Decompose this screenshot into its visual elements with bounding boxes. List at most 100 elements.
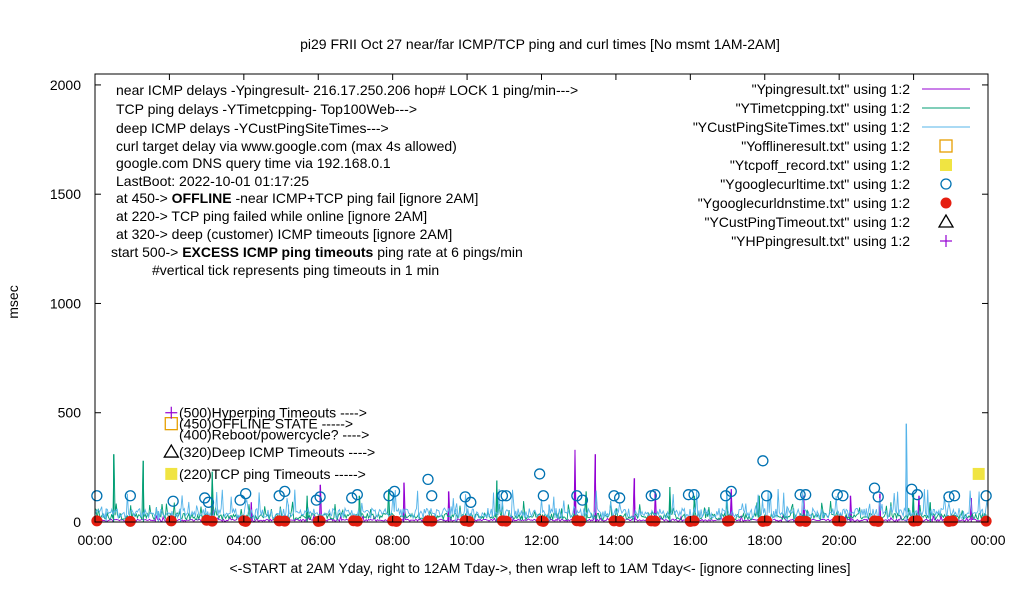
- offline-note: at 450-> OFFLINE -near ICMP+TCP ping fai…: [116, 190, 478, 206]
- legend-entry: "Ypingresult.txt" using 1:2: [752, 81, 970, 97]
- series-2: [94, 454, 989, 522]
- series-point: [163, 443, 180, 458]
- excess-note-emphasis: EXCESS ICMP ping timeouts: [182, 244, 373, 260]
- series-point: [463, 515, 475, 527]
- series-point: [496, 490, 509, 502]
- series-point: [947, 515, 959, 527]
- series-point-shape: [761, 515, 773, 527]
- series-point: [682, 489, 695, 501]
- series-point: [835, 515, 847, 527]
- series-point: [422, 473, 434, 486]
- legend-swatch-shape: [940, 197, 952, 209]
- series-point: [757, 455, 769, 467]
- series-point-shape: [351, 489, 363, 501]
- series-point: [390, 515, 402, 527]
- series-point-shape: [463, 515, 475, 527]
- legend-label: "YTimetcpping.txt" using 1:2: [736, 100, 911, 116]
- series-point-shape: [314, 491, 326, 503]
- offline-note-emphasis: OFFLINE: [172, 190, 232, 206]
- excess-note-suffix: ping rate at 6 pings/min: [377, 244, 523, 260]
- series-point-shape: [649, 515, 661, 527]
- legend-label: "Ypingresult.txt" using 1:2: [752, 81, 911, 97]
- series-point-shape: [124, 515, 136, 527]
- series-point-shape: [310, 494, 323, 506]
- series-point: [91, 490, 103, 502]
- series-point-shape: [723, 515, 735, 527]
- series-point: [761, 515, 773, 527]
- legend-label: "YCustPingSiteTimes.txt" using 1:2: [693, 119, 910, 135]
- legend-label: "Ygooglecurltime.txt" using 1:2: [720, 176, 910, 192]
- series-point: [240, 487, 252, 500]
- series-point-shape: [872, 515, 884, 527]
- series-point-shape: [837, 490, 849, 502]
- x-tick-label: 04:00: [226, 532, 261, 548]
- series-point-shape: [165, 515, 177, 527]
- series-point-shape: [911, 515, 923, 527]
- series-point: [314, 515, 326, 527]
- series-point-shape: [533, 468, 546, 480]
- series-point-shape: [800, 515, 812, 527]
- vertical-tick-note: #vertical tick represents ping timeouts …: [152, 262, 439, 278]
- series-7: [91, 514, 992, 527]
- legend-label: "YCustPingTimeout.txt" using 1:2: [704, 214, 910, 230]
- series-point: [906, 483, 918, 495]
- series-point: [500, 490, 512, 502]
- series-point: [972, 467, 985, 480]
- series-point: [426, 490, 438, 502]
- x-tick-label: 18:00: [747, 532, 782, 548]
- series-8: [163, 443, 180, 458]
- series-point-shape: [613, 492, 626, 504]
- series-point: [164, 417, 178, 431]
- series-point: [388, 485, 401, 498]
- info-annotations: near ICMP delays -Ypingresult- 216.17.25…: [111, 82, 578, 278]
- legend-swatch-shape: [937, 213, 955, 228]
- series-point: [167, 495, 179, 507]
- series-point-shape: [614, 515, 626, 527]
- series-point-shape: [164, 417, 178, 431]
- series-point: [794, 489, 806, 501]
- series-point-shape: [906, 483, 918, 495]
- series-point-shape: [346, 492, 358, 504]
- excess-note-prefix: start 500->: [111, 244, 178, 260]
- series-point: [831, 489, 843, 501]
- series-point: [351, 489, 363, 501]
- marker-label: (500)Hyperping Timeouts ---->: [179, 405, 367, 421]
- series-point: [725, 485, 737, 498]
- legend-entry: "YCustPingSiteTimes.txt" using 1:2: [693, 119, 970, 135]
- offline-note-prefix: at 450->: [116, 190, 168, 206]
- x-tick-label: 00:00: [77, 532, 112, 548]
- series-point-shape: [760, 490, 773, 502]
- series-point: [649, 515, 661, 527]
- marker-label: (320)Deep ICMP Timeouts ---->: [179, 444, 375, 460]
- series-point: [613, 492, 626, 504]
- data-layer: [91, 406, 992, 527]
- series-point-shape: [794, 489, 806, 501]
- series-1: [94, 449, 988, 523]
- series-point-shape: [948, 490, 961, 502]
- series-point: [872, 491, 884, 503]
- y-tick-label: 1000: [50, 295, 81, 311]
- series-line: [94, 454, 989, 522]
- series-point-shape: [165, 467, 178, 480]
- series-point-shape: [167, 495, 179, 507]
- legend-swatch: [939, 139, 953, 153]
- series-point-shape: [91, 490, 103, 502]
- series-point: [980, 515, 992, 527]
- series-4: [164, 417, 178, 431]
- series-point-shape: [831, 489, 843, 501]
- series-point: [688, 489, 700, 501]
- series-point: [310, 494, 323, 506]
- marker-label: (400)Reboot/powercycle? ---->: [179, 427, 369, 443]
- legend-label: "Ytcpoff_record.txt" using 1:2: [730, 157, 910, 173]
- series-point-shape: [426, 490, 438, 502]
- legend-entry: "Ytcpoff_record.txt" using 1:2: [730, 157, 952, 173]
- legend-entry: "Ygooglecurltime.txt" using 1:2: [720, 176, 952, 192]
- series-point: [911, 489, 923, 501]
- series-point: [234, 494, 246, 506]
- series-point: [346, 492, 358, 504]
- series-point-shape: [649, 489, 661, 501]
- series-point: [165, 406, 178, 419]
- series-point: [800, 515, 812, 527]
- series-point-shape: [688, 489, 700, 501]
- excess-note: start 500-> EXCESS ICMP ping timeouts pi…: [111, 244, 523, 260]
